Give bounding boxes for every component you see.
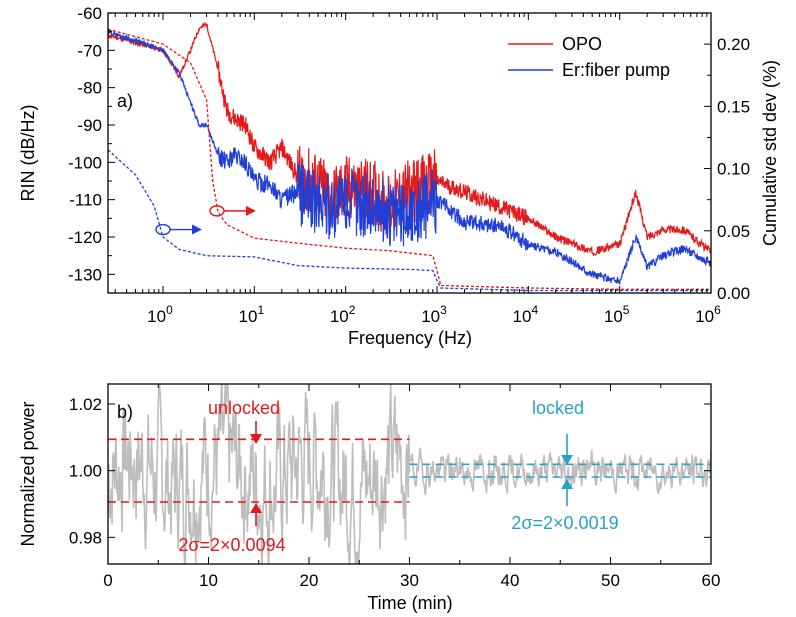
rin-panel-label: a) bbox=[117, 91, 133, 111]
x-tick-label: 40 bbox=[501, 571, 520, 590]
x-tick-label: 101 bbox=[239, 303, 265, 326]
x-tick-label: 104 bbox=[513, 303, 539, 326]
normalized-power-trace bbox=[108, 384, 411, 564]
axis-indicator-circle bbox=[209, 205, 225, 217]
y-tick-label: 1.00 bbox=[69, 462, 102, 481]
y-tick-label: 1.02 bbox=[69, 395, 102, 414]
rin-plot-frame bbox=[107, 12, 712, 294]
y-tick-label: -130 bbox=[68, 265, 102, 284]
unlocked-annotation: unlocked bbox=[208, 398, 280, 418]
x-tick-label: 105 bbox=[604, 303, 630, 326]
normalized-power-trace bbox=[408, 447, 711, 496]
rin-spectrum-chart: 100 101 102 103 104 105 106 -130 -120 -110 -100 -90… bbox=[18, 4, 780, 348]
y-tick-label: -100 bbox=[68, 153, 102, 172]
unlocked-arrows bbox=[250, 421, 262, 526]
series-line-er-fiber-pump-cumulative bbox=[108, 149, 711, 292]
x-tick-label: 20 bbox=[300, 571, 319, 590]
y-tick-label: -80 bbox=[77, 79, 102, 98]
x-tick-label: 106 bbox=[695, 303, 721, 326]
series-line-opo-cumulative bbox=[108, 28, 711, 290]
y-tick-label: 0.98 bbox=[69, 528, 102, 547]
y-tick-label: -90 bbox=[77, 116, 102, 135]
x-tick-label: 0 bbox=[103, 571, 112, 590]
rin-legend: OPO Er:fiber pump bbox=[508, 34, 670, 80]
rin-x-axis-label: Frequency (Hz) bbox=[348, 328, 472, 348]
y2-tick-label: 0.15 bbox=[717, 97, 750, 116]
axis-indicator-circle bbox=[155, 223, 171, 236]
x-tick-label: 50 bbox=[601, 571, 620, 590]
y-tick-label: -70 bbox=[77, 41, 102, 60]
y2-tick-label: 0.05 bbox=[717, 222, 750, 241]
x-tick-label: 103 bbox=[421, 303, 447, 326]
y2-tick-label: 0.20 bbox=[717, 35, 750, 54]
locked-annotation: locked bbox=[532, 398, 584, 418]
legend-label-er-fiber-pump: Er:fiber pump bbox=[562, 60, 670, 80]
locked-arrows bbox=[561, 434, 573, 506]
locked-sigma-annotation: 2σ=2×0.0019 bbox=[511, 513, 618, 533]
axis-indicator-arrowhead bbox=[245, 205, 256, 216]
y-tick-label: -60 bbox=[77, 4, 102, 23]
unlocked-sigma-annotation: 2σ=2×0.0094 bbox=[178, 535, 285, 555]
normalized-power-chart: 0 10 20 30 40 50 600.981.001.02 b) Time (min) … bbox=[18, 383, 721, 613]
series-line-opo bbox=[108, 21, 711, 256]
x-tick-label: 102 bbox=[330, 303, 356, 326]
power-panel-label: b) bbox=[117, 402, 133, 422]
y2-tick-label: 0.00 bbox=[717, 284, 750, 303]
rin-y2-axis-label: Cumulative std dev (%) bbox=[760, 60, 780, 246]
x-tick-label: 30 bbox=[400, 571, 419, 590]
power-y-axis-label: Normalized power bbox=[18, 401, 38, 546]
x-tick-label: 60 bbox=[702, 571, 721, 590]
x-tick-label: 10 bbox=[199, 571, 218, 590]
axis-indicator-arrowhead bbox=[191, 224, 202, 235]
legend-label-opo: OPO bbox=[562, 34, 602, 54]
power-x-axis-label: Time (min) bbox=[367, 593, 452, 613]
y-tick-label: -120 bbox=[68, 228, 102, 247]
y2-tick-label: 0.10 bbox=[717, 160, 750, 179]
rin-y-axis-label: RIN (dB/Hz) bbox=[18, 104, 38, 201]
y-tick-label: -110 bbox=[69, 191, 102, 210]
x-tick-label: 100 bbox=[147, 303, 173, 326]
